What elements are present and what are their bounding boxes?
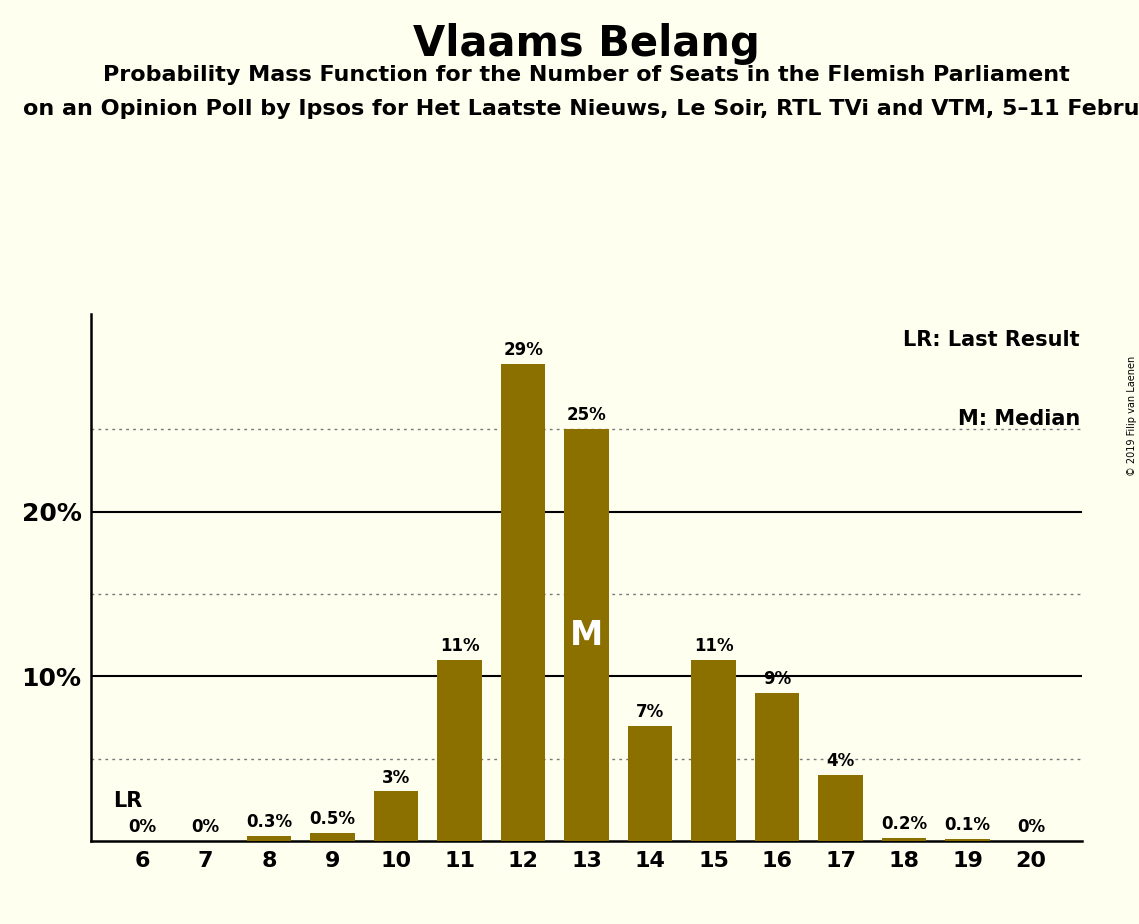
Bar — [564, 430, 609, 841]
Text: 0.1%: 0.1% — [944, 816, 991, 834]
Bar — [691, 660, 736, 841]
Text: 7%: 7% — [636, 702, 664, 721]
Bar — [247, 836, 292, 841]
Bar — [374, 792, 418, 841]
Text: 0%: 0% — [1017, 818, 1046, 836]
Bar — [882, 837, 926, 841]
Text: 4%: 4% — [827, 752, 854, 770]
Text: Probability Mass Function for the Number of Seats in the Flemish Parliament: Probability Mass Function for the Number… — [104, 65, 1070, 85]
Text: 29%: 29% — [503, 341, 543, 359]
Text: 25%: 25% — [567, 407, 606, 424]
Text: 0.5%: 0.5% — [310, 809, 355, 828]
Text: 0.2%: 0.2% — [882, 815, 927, 833]
Text: Vlaams Belang: Vlaams Belang — [413, 23, 760, 65]
Text: LR: LR — [114, 791, 142, 811]
Text: 0%: 0% — [191, 818, 220, 836]
Bar — [628, 725, 672, 841]
Text: 0.3%: 0.3% — [246, 813, 292, 831]
Text: on an Opinion Poll by Ipsos for Het Laatste Nieuws, Le Soir, RTL TVi and VTM, 5–: on an Opinion Poll by Ipsos for Het Laat… — [23, 99, 1139, 119]
Bar — [755, 693, 800, 841]
Bar — [945, 839, 990, 841]
Text: M: M — [570, 618, 604, 651]
Text: 11%: 11% — [694, 637, 734, 655]
Text: 3%: 3% — [382, 769, 410, 786]
Bar — [310, 833, 354, 841]
Text: 9%: 9% — [763, 670, 792, 687]
Text: 11%: 11% — [440, 637, 480, 655]
Text: © 2019 Filip van Laenen: © 2019 Filip van Laenen — [1126, 356, 1137, 476]
Text: 0%: 0% — [128, 818, 156, 836]
Text: M: Median: M: Median — [958, 409, 1080, 429]
Text: LR: Last Result: LR: Last Result — [903, 330, 1080, 350]
Bar — [437, 660, 482, 841]
Bar — [819, 775, 863, 841]
Bar — [501, 363, 546, 841]
